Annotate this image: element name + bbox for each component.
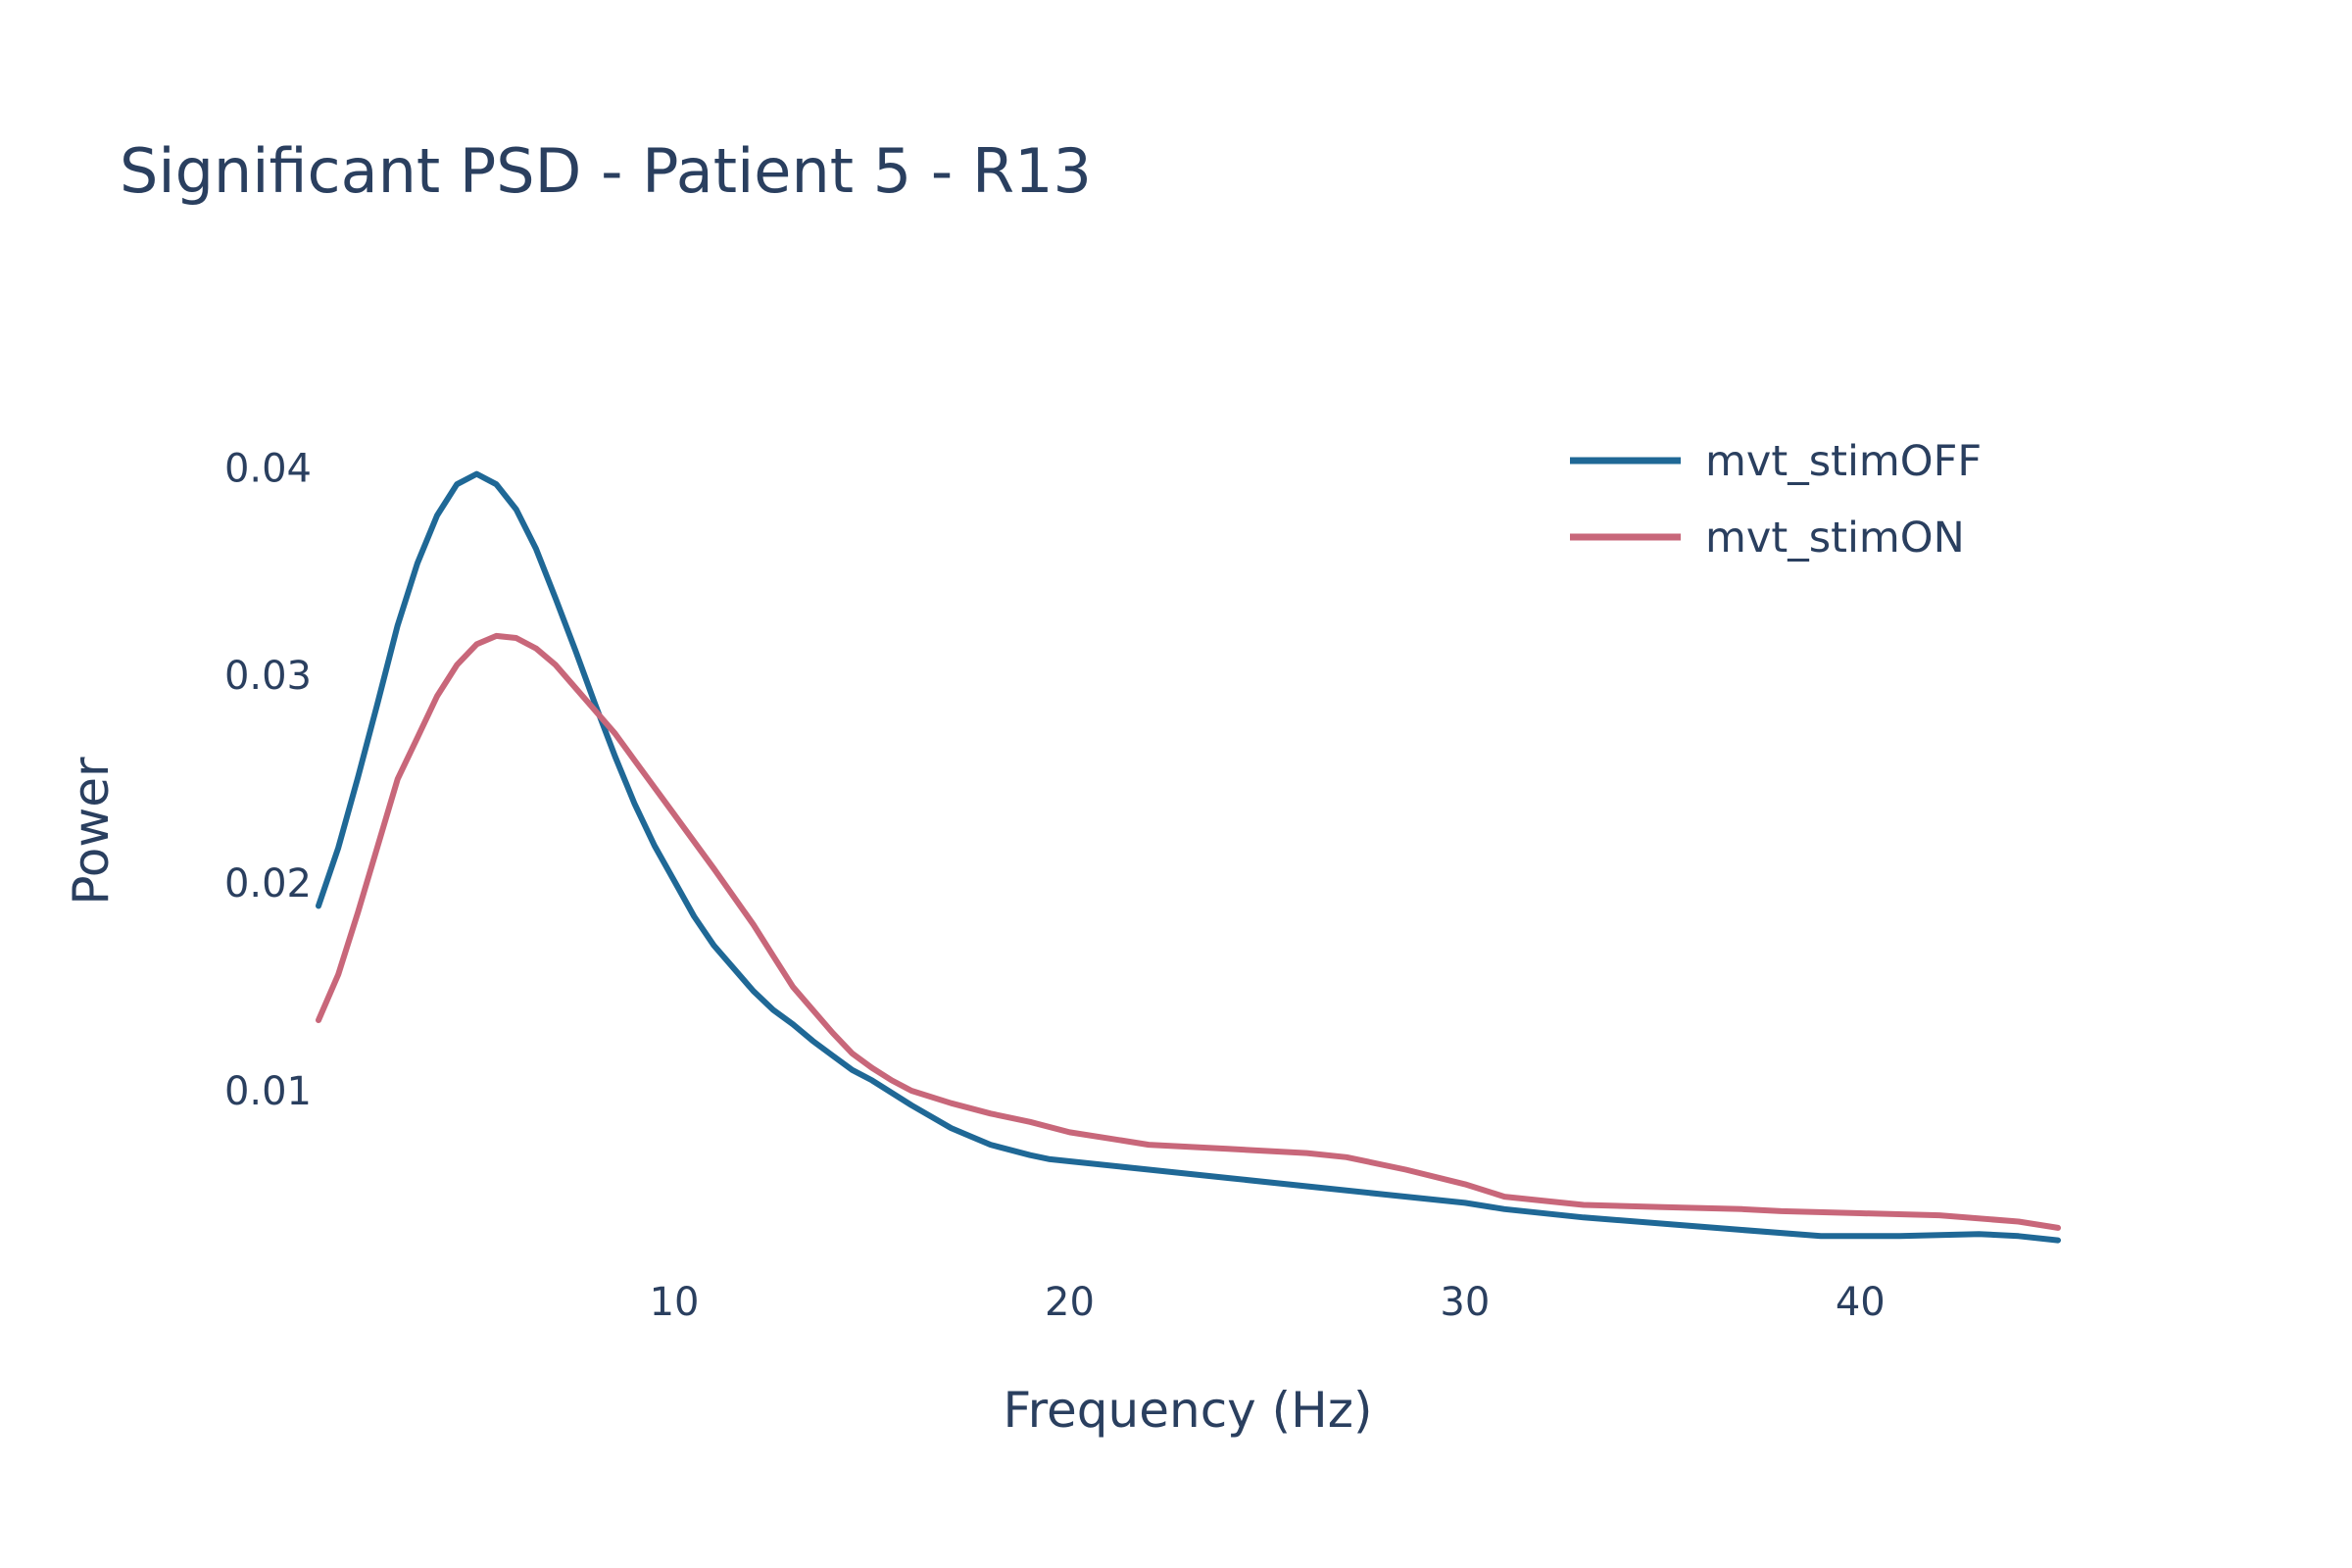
- legend-label: mvt_stimOFF: [1705, 437, 1982, 486]
- legend-label: mvt_stimON: [1705, 514, 1965, 563]
- legend-item-mvt_stimOFF[interactable]: mvt_stimOFF: [1570, 437, 1982, 486]
- y-axis-ticks: 0.01 0.02 0.03 0.04: [224, 446, 312, 1114]
- y-tick-label: 0.04: [224, 446, 312, 491]
- y-tick-label: 0.02: [224, 861, 312, 906]
- chart-title: Significant PSD - Patient 5 - R13: [120, 135, 1092, 207]
- legend-item-mvt_stimON[interactable]: mvt_stimON: [1570, 514, 1965, 563]
- series-line-mvt_stimON[interactable]: [316, 632, 2061, 1231]
- plot-area: [316, 470, 2061, 1244]
- y-axis-title: Power: [63, 757, 120, 906]
- x-tick-label: 20: [1045, 1280, 1095, 1325]
- series-line-mvt_stimOFF[interactable]: [316, 470, 2061, 1244]
- x-axis-title: Frequency (Hz): [1003, 1382, 1372, 1439]
- y-tick-label: 0.03: [224, 654, 312, 699]
- x-tick-label: 40: [1836, 1280, 1886, 1325]
- x-tick-label: 10: [650, 1280, 700, 1325]
- x-tick-label: 30: [1440, 1280, 1490, 1325]
- x-axis-ticks: 10 20 30 40: [650, 1280, 1886, 1325]
- legend[interactable]: mvt_stimOFF mvt_stimON: [1570, 437, 1982, 563]
- y-tick-label: 0.01: [224, 1069, 312, 1114]
